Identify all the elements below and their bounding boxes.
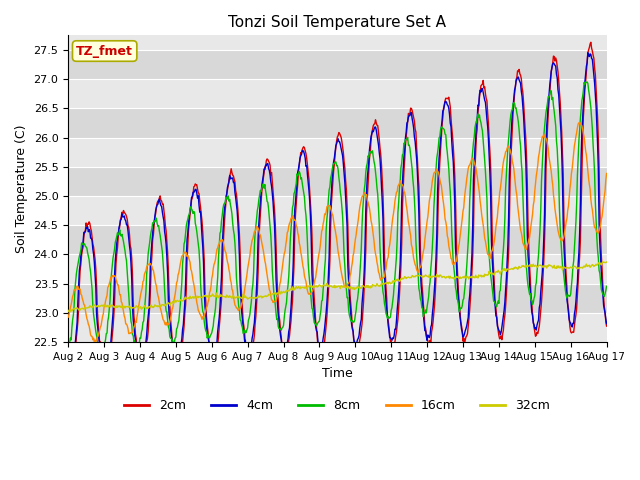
16cm — [382, 266, 390, 272]
Legend: 2cm, 4cm, 8cm, 16cm, 32cm: 2cm, 4cm, 8cm, 16cm, 32cm — [120, 394, 556, 417]
8cm — [603, 283, 611, 289]
Line: 8cm: 8cm — [68, 82, 607, 349]
Bar — [68, 138, 607, 167]
2cm — [587, 39, 595, 45]
4cm — [584, 50, 592, 56]
Bar — [68, 50, 607, 79]
16cm — [64, 314, 72, 320]
32cm — [65, 309, 73, 314]
Bar — [68, 284, 607, 312]
16cm — [183, 253, 191, 259]
8cm — [206, 333, 214, 339]
8cm — [382, 311, 390, 316]
4cm — [206, 351, 214, 357]
Bar — [68, 79, 607, 108]
8cm — [330, 161, 337, 167]
8cm — [583, 79, 591, 85]
32cm — [435, 274, 443, 280]
4cm — [64, 365, 72, 371]
8cm — [554, 163, 562, 168]
8cm — [64, 345, 72, 351]
Bar — [68, 312, 607, 342]
16cm — [206, 288, 214, 294]
4cm — [603, 321, 611, 326]
2cm — [68, 367, 76, 372]
16cm — [435, 172, 443, 178]
8cm — [183, 219, 191, 225]
Line: 4cm: 4cm — [68, 53, 607, 369]
2cm — [64, 363, 72, 369]
32cm — [599, 259, 607, 265]
Y-axis label: Soil Temperature (C): Soil Temperature (C) — [15, 124, 28, 253]
4cm — [330, 158, 337, 164]
2cm — [382, 284, 390, 290]
Line: 16cm: 16cm — [68, 122, 607, 342]
16cm — [554, 228, 562, 233]
2cm — [330, 168, 337, 174]
4cm — [554, 87, 562, 93]
Line: 2cm: 2cm — [68, 42, 607, 370]
Text: TZ_fmet: TZ_fmet — [76, 45, 133, 58]
4cm — [382, 298, 390, 304]
4cm — [183, 237, 191, 242]
2cm — [435, 176, 443, 181]
16cm — [576, 120, 584, 125]
32cm — [206, 294, 214, 300]
2cm — [554, 69, 562, 74]
32cm — [330, 284, 337, 290]
16cm — [603, 170, 611, 176]
Title: Tonzi Soil Temperature Set A: Tonzi Soil Temperature Set A — [228, 15, 446, 30]
32cm — [382, 280, 390, 286]
X-axis label: Time: Time — [322, 367, 353, 380]
Line: 32cm: 32cm — [68, 262, 607, 312]
32cm — [603, 259, 611, 265]
Bar — [68, 254, 607, 284]
8cm — [435, 135, 443, 141]
8cm — [97, 347, 104, 352]
32cm — [64, 308, 72, 313]
Bar — [68, 167, 607, 196]
Bar — [68, 108, 607, 138]
32cm — [554, 265, 562, 271]
4cm — [67, 366, 74, 372]
2cm — [183, 257, 191, 263]
Bar — [68, 196, 607, 225]
2cm — [603, 323, 611, 329]
16cm — [90, 339, 98, 345]
2cm — [206, 350, 214, 356]
4cm — [435, 156, 443, 161]
Bar — [68, 225, 607, 254]
16cm — [330, 218, 337, 224]
32cm — [183, 296, 191, 301]
